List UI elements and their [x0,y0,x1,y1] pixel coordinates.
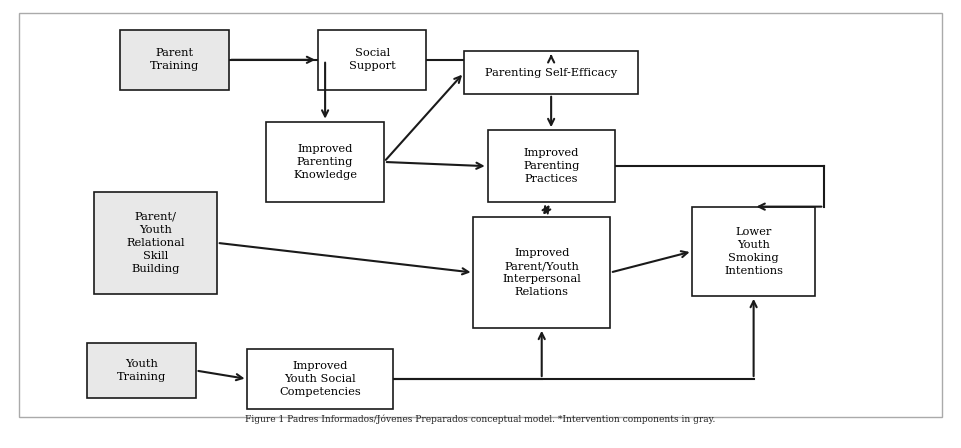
Text: Improved
Parenting
Practices: Improved Parenting Practices [523,148,579,185]
FancyBboxPatch shape [94,192,217,294]
FancyBboxPatch shape [87,343,196,398]
Text: Improved
Youth Social
Competencies: Improved Youth Social Competencies [280,361,361,397]
FancyBboxPatch shape [464,52,638,94]
FancyBboxPatch shape [318,30,427,90]
Text: Youth
Training: Youth Training [117,359,166,382]
Text: Lower
Youth
Smoking
Intentions: Lower Youth Smoking Intentions [725,227,783,276]
Text: Social
Support: Social Support [349,48,396,71]
FancyBboxPatch shape [266,121,384,202]
FancyBboxPatch shape [474,217,610,328]
Text: Improved
Parenting
Knowledge: Improved Parenting Knowledge [293,144,357,180]
FancyBboxPatch shape [487,130,615,202]
FancyBboxPatch shape [120,30,229,90]
FancyBboxPatch shape [693,207,815,296]
FancyBboxPatch shape [247,349,393,409]
Text: Figure 1 Padres Informados/Jóvenes Preparados conceptual model. *Intervention co: Figure 1 Padres Informados/Jóvenes Prepa… [245,414,716,424]
Text: Parent
Training: Parent Training [150,48,199,71]
Text: Improved
Parent/Youth
Interpersonal
Relations: Improved Parent/Youth Interpersonal Rela… [503,248,581,297]
Text: Parenting Self-Efficacy: Parenting Self-Efficacy [485,68,617,78]
Text: Parent/
Youth
Relational
Skill
Building: Parent/ Youth Relational Skill Building [126,211,185,274]
